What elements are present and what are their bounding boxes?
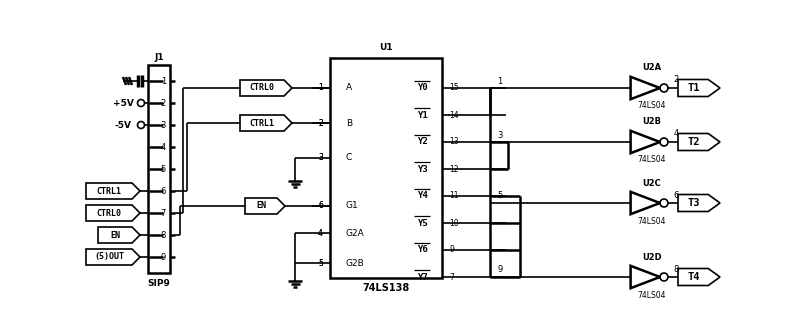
Text: Y3: Y3 <box>417 164 427 174</box>
Text: 5: 5 <box>161 164 166 174</box>
Text: 3: 3 <box>318 153 323 162</box>
Text: +5V: +5V <box>113 98 134 108</box>
Text: SIP9: SIP9 <box>147 278 170 287</box>
Text: 12: 12 <box>449 164 458 174</box>
Text: 3: 3 <box>498 131 502 139</box>
Text: 7: 7 <box>161 208 166 217</box>
Text: 5: 5 <box>318 259 323 268</box>
Text: U2D: U2D <box>642 253 662 262</box>
Text: T2: T2 <box>688 137 700 147</box>
Text: 1: 1 <box>318 83 323 92</box>
Text: 74LS138: 74LS138 <box>362 283 410 293</box>
Text: U2C: U2C <box>642 179 662 188</box>
Text: 9: 9 <box>498 266 502 274</box>
Text: 15: 15 <box>449 83 458 92</box>
Text: 5: 5 <box>318 259 323 268</box>
Text: -5V: -5V <box>114 121 131 130</box>
Bar <box>148 65 170 273</box>
Text: 3: 3 <box>161 121 166 130</box>
Text: Y6: Y6 <box>417 246 427 255</box>
Text: 2: 2 <box>318 119 323 128</box>
Text: T4: T4 <box>688 272 700 282</box>
Text: U2A: U2A <box>642 64 662 72</box>
Text: 3: 3 <box>318 153 323 162</box>
Text: G1: G1 <box>346 201 358 210</box>
Text: 1: 1 <box>498 76 502 85</box>
Text: 1: 1 <box>161 76 166 85</box>
Text: 74LS04: 74LS04 <box>638 216 666 225</box>
Text: 2: 2 <box>161 98 166 108</box>
Text: Y7: Y7 <box>417 272 427 281</box>
Text: CTRL1: CTRL1 <box>250 119 274 128</box>
Text: C: C <box>346 153 352 162</box>
Text: Y2: Y2 <box>417 137 427 146</box>
Text: 8: 8 <box>161 230 166 240</box>
Text: J1: J1 <box>154 53 164 62</box>
Text: Y1: Y1 <box>417 111 427 120</box>
Text: 14: 14 <box>449 111 458 120</box>
Text: 9: 9 <box>161 253 166 262</box>
Text: (5)OUT: (5)OUT <box>94 253 124 262</box>
Text: Y0: Y0 <box>417 83 427 92</box>
Text: 9: 9 <box>449 246 454 255</box>
Text: 4: 4 <box>318 228 323 238</box>
Bar <box>330 58 442 278</box>
Text: CTRL0: CTRL0 <box>97 208 122 217</box>
Text: Y4: Y4 <box>417 192 427 201</box>
Text: 4: 4 <box>674 130 678 138</box>
Text: EN: EN <box>256 201 266 210</box>
Text: 6: 6 <box>161 187 166 196</box>
Text: Y5: Y5 <box>417 218 427 227</box>
Text: 8: 8 <box>674 265 678 273</box>
Text: U1: U1 <box>379 44 393 53</box>
Text: 74LS04: 74LS04 <box>638 102 666 111</box>
Text: CTRL1: CTRL1 <box>97 187 122 196</box>
Text: 6: 6 <box>318 201 323 210</box>
Text: 74LS04: 74LS04 <box>638 290 666 299</box>
Text: T3: T3 <box>688 198 700 208</box>
Text: 13: 13 <box>449 137 458 146</box>
Text: CTRL0: CTRL0 <box>250 83 274 92</box>
Text: 4: 4 <box>161 142 166 151</box>
Text: 6: 6 <box>318 201 323 210</box>
Text: T1: T1 <box>688 83 700 93</box>
Text: 11: 11 <box>449 192 458 201</box>
Text: 2: 2 <box>318 119 323 128</box>
Text: G2A: G2A <box>346 228 365 238</box>
Text: 5: 5 <box>498 192 502 201</box>
Text: B: B <box>346 119 352 128</box>
Text: 7: 7 <box>449 272 454 281</box>
Text: 74LS04: 74LS04 <box>638 155 666 164</box>
Text: G2B: G2B <box>346 259 365 268</box>
Text: EN: EN <box>110 230 120 240</box>
Text: 2: 2 <box>674 75 678 84</box>
Text: 1: 1 <box>318 83 323 92</box>
Text: U2B: U2B <box>642 118 662 127</box>
Text: A: A <box>346 83 352 92</box>
Text: 4: 4 <box>318 228 323 238</box>
Text: 10: 10 <box>449 218 458 227</box>
Text: 6: 6 <box>674 191 678 200</box>
